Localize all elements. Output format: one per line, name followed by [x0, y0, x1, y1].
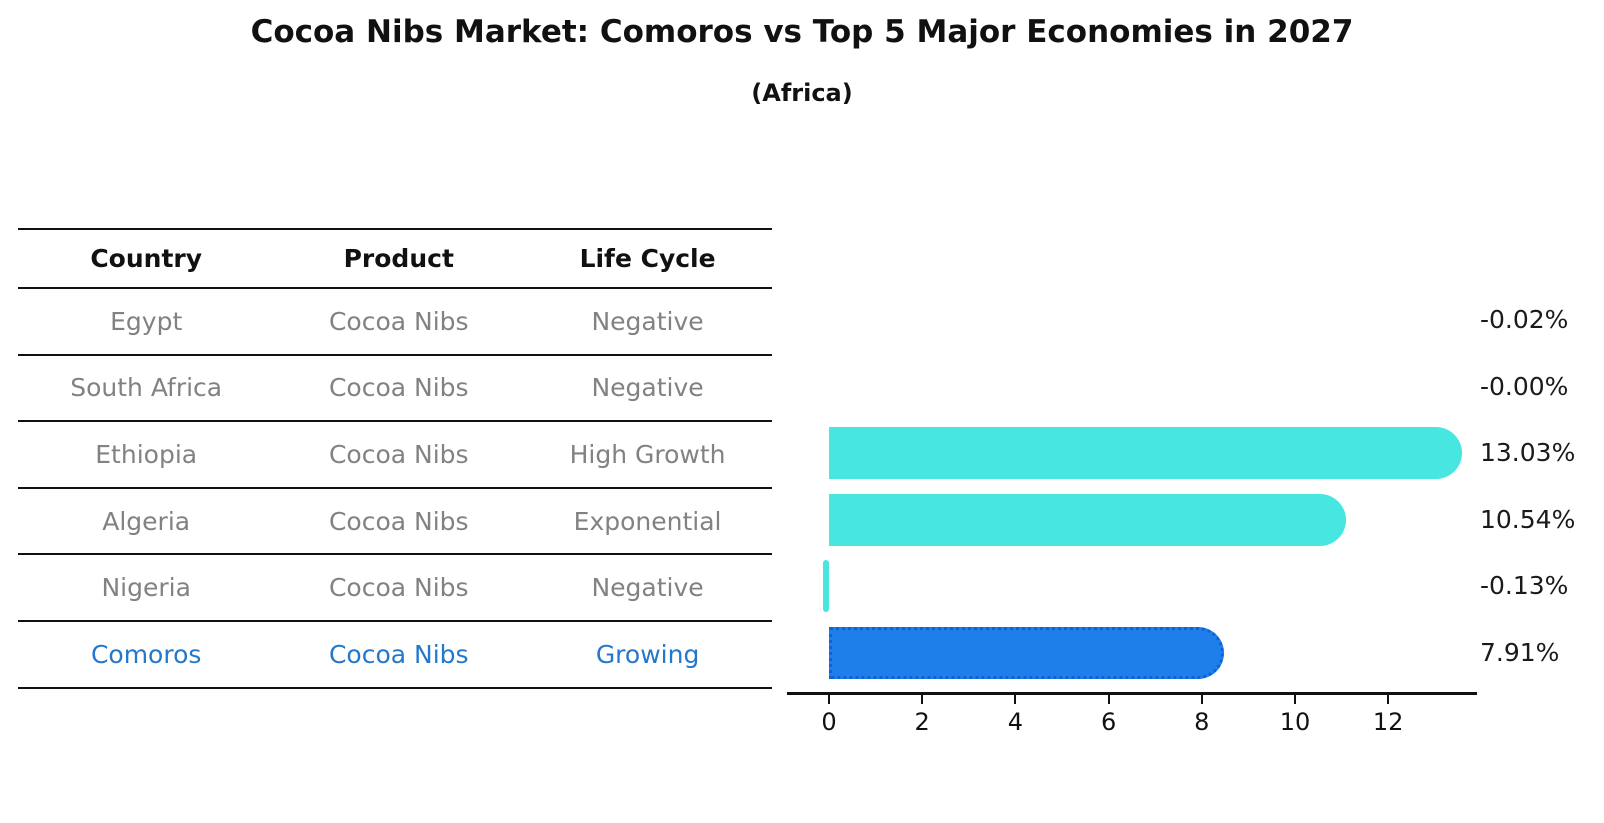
table-body: Egypt Cocoa Nibs Negative South Africa Cocoa… — [18, 289, 772, 689]
table-header-row: Country Product Life Cycle — [18, 228, 772, 289]
cell-life-cycle: Negative — [591, 306, 704, 336]
value-label-comoros: 7.91% — [1480, 638, 1560, 667]
cell-country: Algeria — [102, 506, 191, 536]
value-label-ethiopia: 13.03% — [1480, 438, 1576, 468]
x-tick-label: 2 — [914, 708, 930, 736]
bar-comoros — [829, 627, 1224, 679]
cell-product: Cocoa Nibs — [328, 506, 469, 536]
cell-product: Cocoa Nibs — [328, 439, 469, 469]
x-tick-label: 4 — [1007, 708, 1024, 736]
bar-ethiopia — [829, 427, 1463, 480]
x-tick-mark — [828, 695, 830, 704]
x-tick-mark — [1387, 695, 1390, 704]
cell-product: Cocoa Nibs — [328, 373, 469, 403]
table-header-country: Country — [90, 244, 203, 273]
value-label-south-africa: -0.00% — [1480, 371, 1569, 401]
table-row: Comoros Cocoa Nibs Growing — [18, 622, 772, 689]
table-row: South Africa Cocoa Nibs Negative — [18, 356, 772, 423]
cell-life-cycle: Negative — [591, 373, 704, 403]
cell-country: Comoros — [90, 639, 202, 669]
table-row: Ethiopia Cocoa Nibs High Growth — [18, 422, 772, 489]
x-tick-mark — [921, 695, 924, 704]
table-header-life-cycle: Life Cycle — [579, 244, 716, 273]
x-tick-label: 12 — [1372, 708, 1404, 736]
country-table: Country Product Life Cycle Egypt Cocoa Ni… — [18, 228, 772, 689]
value-label-nigeria: -0.13% — [1480, 571, 1569, 601]
x-tick-mark — [1107, 695, 1110, 704]
table-header-product: Product — [343, 244, 454, 273]
cell-country: Nigeria — [101, 573, 191, 603]
x-tick-label: 0 — [821, 708, 837, 736]
cell-life-cycle: Growing — [595, 639, 700, 669]
table-row: Egypt Cocoa Nibs Negative — [18, 289, 772, 356]
cell-product: Cocoa Nibs — [328, 306, 469, 336]
x-tick-mark — [1294, 695, 1296, 704]
value-label-algeria: 10.54% — [1480, 504, 1576, 534]
cell-life-cycle: Exponential — [573, 506, 722, 536]
cell-country: South Africa — [70, 373, 223, 403]
cell-product: Cocoa Nibs — [328, 573, 469, 603]
cell-product: Cocoa Nibs — [328, 639, 469, 669]
bar-algeria — [829, 493, 1347, 546]
chart-subtitle: (Africa) — [751, 79, 853, 107]
cell-country: Egypt — [110, 306, 183, 336]
x-tick-mark — [1200, 695, 1203, 704]
x-axis-line — [787, 692, 1477, 695]
cell-life-cycle: Negative — [591, 573, 704, 603]
value-label-egypt: -0.02% — [1480, 305, 1569, 334]
table-row: Algeria Cocoa Nibs Exponential — [18, 489, 772, 556]
bar-nigeria — [822, 560, 829, 613]
cell-life-cycle: High Growth — [569, 439, 726, 469]
cell-country: Ethiopia — [95, 439, 198, 469]
chart-title: Cocoa Nibs Market: Comoros vs Top 5 Majo… — [250, 14, 1354, 50]
table-row: Nigeria Cocoa Nibs Negative — [18, 555, 772, 622]
x-tick-label: 8 — [1194, 708, 1210, 736]
x-tick-label: 6 — [1100, 708, 1117, 736]
x-tick-mark — [1014, 695, 1017, 704]
x-tick-label: 10 — [1279, 708, 1311, 736]
